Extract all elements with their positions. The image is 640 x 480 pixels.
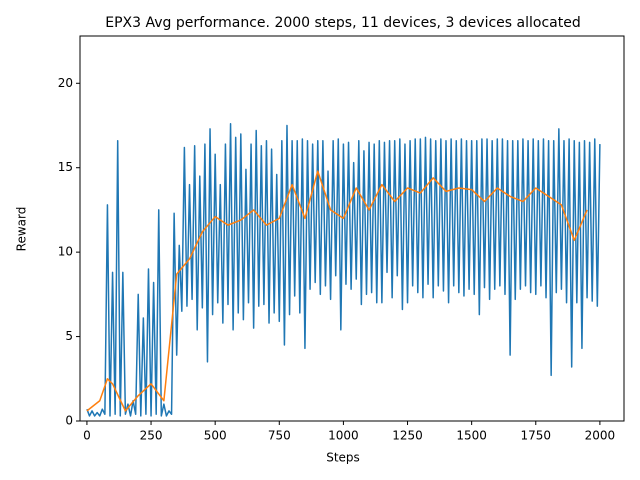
x-tick-label: 1750 (520, 429, 551, 443)
plot-area (86, 123, 601, 417)
y-tick-label: 15 (58, 160, 73, 174)
y-tick-label: 5 (65, 329, 73, 343)
y-tick-label: 10 (58, 245, 73, 259)
x-tick-label: 750 (268, 429, 291, 443)
y-tick-label: 0 (65, 414, 73, 428)
x-tick-label: 250 (140, 429, 163, 443)
chart-title: EPX3 Avg performance. 2000 steps, 11 dev… (105, 15, 580, 31)
x-tick-label: 1000 (328, 429, 359, 443)
x-tick-label: 500 (204, 429, 227, 443)
axes-frame (79, 35, 625, 422)
series-line (86, 123, 601, 417)
y-tick-label: 20 (58, 76, 73, 90)
x-axis-label: Steps (326, 451, 360, 465)
x-tick-label: 1500 (456, 429, 487, 443)
x-tick-label: 0 (83, 429, 91, 443)
x-tick-label: 1250 (392, 429, 423, 443)
x-tick-label: 2000 (585, 429, 616, 443)
series-line (86, 170, 588, 412)
y-axis-label: Reward (15, 207, 29, 252)
